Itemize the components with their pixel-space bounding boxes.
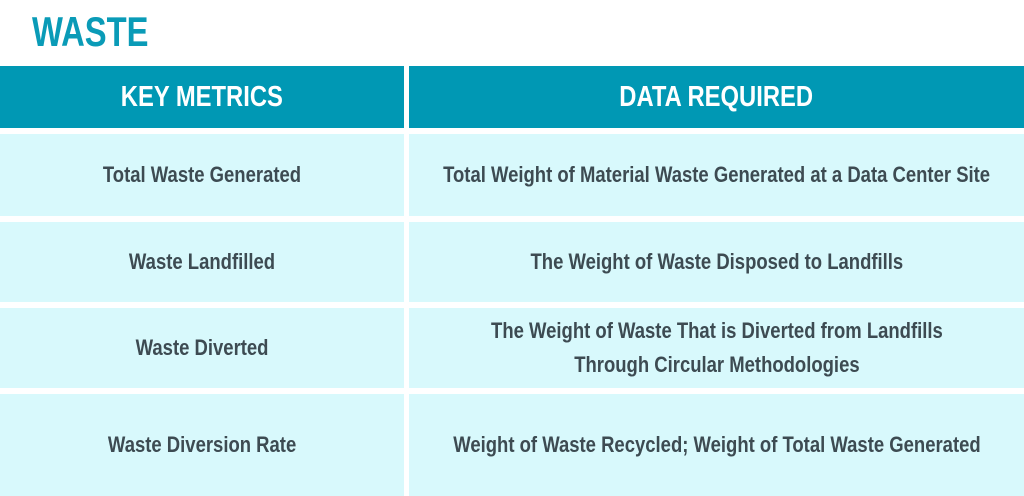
table-header-row: KEY METRICS DATA REQUIRED [0,66,1024,128]
metric-cell: Waste Landfilled [0,222,404,302]
metric-label: Waste Landfilled [128,249,276,274]
data-label-line: The Weight of Waste That is Diverted fro… [490,318,943,343]
metric-label: Waste Diverted [135,335,269,360]
header-key-metrics: KEY METRICS [0,66,404,128]
metric-cell: Total Waste Generated [0,134,404,216]
data-label-block: The Weight of Waste That is Diverted fro… [491,314,943,382]
table-row: Total Waste Generated Total Weight of Ma… [0,134,1024,216]
metric-cell: Waste Diversion Rate [0,394,404,496]
data-label: The Weight of Waste Disposed to Landfill… [530,249,903,274]
header-label: DATA REQUIRED [619,80,814,113]
data-label: Weight of Waste Recycled; Weight of Tota… [452,432,981,457]
header-data-required: DATA REQUIRED [409,66,1024,128]
table-row: Waste Landfilled The Weight of Waste Dis… [0,222,1024,302]
data-label-line: Through Circular Methodologies [573,352,860,377]
table-row: Waste Diverted The Weight of Waste That … [0,308,1024,388]
data-cell: The Weight of Waste That is Diverted fro… [409,308,1024,388]
data-cell: The Weight of Waste Disposed to Landfill… [409,222,1024,302]
metric-label: Total Waste Generated [102,162,302,187]
metric-label: Waste Diversion Rate [107,432,297,457]
data-cell: Weight of Waste Recycled; Weight of Tota… [409,394,1024,496]
data-label: Total Weight of Material Waste Generated… [443,162,990,187]
header-label: KEY METRICS [120,80,284,113]
page-title: WASTE [32,8,149,55]
metric-cell: Waste Diverted [0,308,404,388]
table-row: Waste Diversion Rate Weight of Waste Rec… [0,394,1024,496]
metrics-table: KEY METRICS DATA REQUIRED Total Waste Ge… [0,66,1024,496]
data-cell: Total Weight of Material Waste Generated… [409,134,1024,216]
